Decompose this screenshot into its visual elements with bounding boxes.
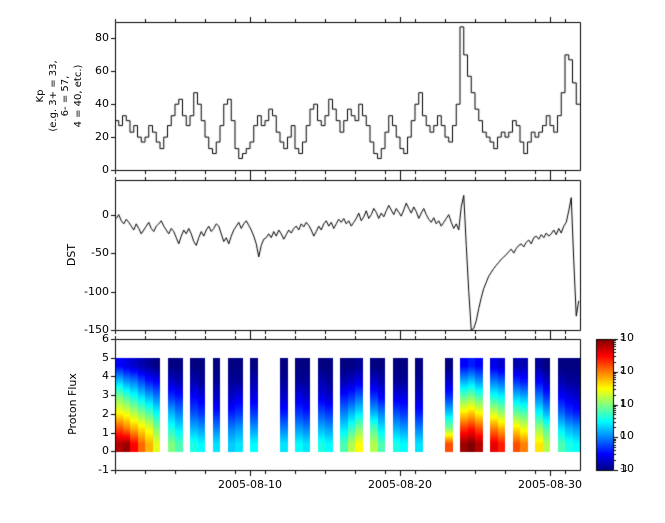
- kp-ytick-label: 0: [102, 163, 109, 176]
- colorbar-tick-label: 10 0: [620, 429, 634, 443]
- x-date-label: 2005-08-30: [518, 478, 582, 491]
- kp-ytick-label: 80: [95, 31, 109, 45]
- proton-flux-ytick-label: 6: [102, 332, 109, 345]
- kp-ytick-label: 20: [95, 130, 109, 144]
- proton-flux-ytick-label: 2: [102, 406, 109, 420]
- kp-ytick-label: 60: [95, 64, 109, 78]
- colorbar-tick-label: 10 1: [620, 396, 634, 410]
- colorbar-tick-label: 10 -1: [620, 462, 634, 475]
- proton-flux-ytick-label: -1: [98, 463, 109, 476]
- x-date-label: 2005-08-20: [368, 478, 432, 491]
- proton-flux-ytick-label: 5: [102, 350, 109, 364]
- proton-flux-ytick-label: 3: [102, 388, 109, 402]
- dst-ytick-label: -50: [91, 246, 109, 260]
- kp-ytick-label: 40: [95, 97, 109, 111]
- x-date-label: 2005-08-10: [218, 478, 282, 491]
- dst-ytick-label: -100: [84, 284, 109, 298]
- colorbar-tick-label: 10 3: [620, 331, 634, 344]
- proton-flux-ytick-label: 4: [102, 369, 109, 383]
- proton-flux-ytick-label: 0: [102, 444, 109, 458]
- dst-ytick-label: -150: [84, 323, 109, 336]
- dst-ytick-label: 0: [102, 207, 109, 221]
- colorbar-tick-label: 10 2: [620, 363, 634, 377]
- proton-flux-ytick-label: 1: [102, 425, 109, 439]
